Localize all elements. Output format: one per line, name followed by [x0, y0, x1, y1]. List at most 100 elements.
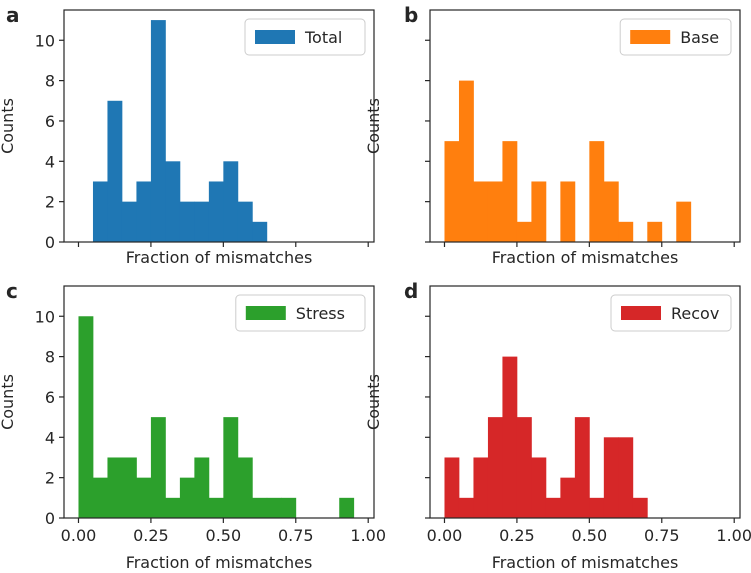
- histogram-bar: [502, 141, 518, 242]
- bars-a: [92, 20, 268, 242]
- y-tick-label: 2: [45, 469, 55, 488]
- x-tick-label: 0.00: [427, 526, 463, 545]
- histogram-bar: [487, 181, 503, 242]
- histogram-bar: [676, 201, 692, 242]
- histogram-bar: [531, 457, 547, 518]
- histogram-bar: [560, 477, 576, 518]
- histogram-bar: [281, 497, 297, 518]
- legend: Recov: [610, 294, 732, 332]
- legend-frame: [610, 294, 732, 332]
- x-tick-label: 0.00: [61, 526, 97, 545]
- histogram-bar: [92, 181, 108, 242]
- panel-letter: a: [6, 3, 20, 27]
- y-tick-label: 2: [45, 193, 55, 212]
- legend-label: Stress: [296, 304, 345, 323]
- histogram-bar: [237, 201, 253, 242]
- y-tick-label: 0: [45, 509, 55, 528]
- axes-frame: [429, 285, 741, 519]
- x-axis-label: Fraction of mismatches: [126, 553, 313, 572]
- histogram-bar: [502, 356, 518, 518]
- histogram-bar: [473, 457, 489, 518]
- bars-c: [78, 316, 355, 518]
- histogram-bar: [136, 181, 152, 242]
- histogram-bar: [252, 497, 268, 518]
- legend-label: Total: [304, 28, 342, 47]
- histogram-bar: [107, 457, 123, 518]
- y-tick-label: 6: [45, 388, 55, 407]
- y-tick-label: 10: [35, 307, 55, 326]
- histogram-bar: [78, 316, 94, 518]
- histogram-bar: [121, 201, 137, 242]
- histogram-bar: [516, 417, 532, 518]
- y-axis-label: Counts: [0, 98, 17, 154]
- histogram-bar: [473, 181, 489, 242]
- histogram-bar: [92, 477, 108, 518]
- histogram-bar: [252, 221, 268, 242]
- x-tick-label: 0.50: [572, 526, 608, 545]
- x-tick-label: 0.25: [133, 526, 169, 545]
- panel-letter: d: [404, 279, 418, 303]
- bars-d: [444, 356, 648, 518]
- legend: Total: [244, 18, 366, 56]
- histogram-bar: [150, 417, 166, 518]
- histogram-bar: [194, 201, 210, 242]
- legend-swatch: [255, 30, 295, 44]
- legend-frame: [619, 18, 732, 56]
- histogram-bar: [223, 417, 239, 518]
- panel-letter: c: [6, 279, 18, 303]
- x-tick-label: 0.25: [499, 526, 535, 545]
- histogram-bar: [618, 221, 634, 242]
- histogram-bar: [208, 181, 224, 242]
- x-axis-label: Fraction of mismatches: [492, 248, 679, 267]
- histogram-bar: [574, 417, 590, 518]
- histogram-bar: [603, 437, 619, 518]
- legend-swatch: [245, 306, 286, 320]
- panel-d: d 0.00 0.25 0.50 0.75 1.00 Fraction of mismatc…: [364, 279, 751, 572]
- y-tick-label: 8: [45, 72, 55, 91]
- histogram-bar: [516, 221, 532, 242]
- y-tick-label: 0: [45, 233, 55, 252]
- histogram-bar: [136, 477, 152, 518]
- y-axis-label: Counts: [364, 98, 383, 154]
- y-tick-label: 4: [45, 152, 55, 171]
- legend-swatch: [621, 306, 661, 320]
- axes-frame: [63, 285, 375, 519]
- histogram-bar: [266, 497, 282, 518]
- histogram-bar: [194, 457, 210, 518]
- y-axis-label: Counts: [364, 374, 383, 430]
- histogram-bar: [560, 181, 576, 242]
- histogram-bar: [458, 497, 474, 518]
- x-axis-label: Fraction of mismatches: [492, 553, 679, 572]
- legend: Stress: [235, 294, 366, 332]
- histogram-bar: [165, 161, 181, 242]
- x-tick-label: 0.50: [206, 526, 242, 545]
- histogram-bar: [647, 221, 663, 242]
- legend-frame: [235, 294, 366, 332]
- panel-c: c 0.00 0.25 0.50 0.75 1.00 0 2 4 6 8 10 Fraction of …: [0, 279, 386, 572]
- legend-swatch: [630, 30, 671, 44]
- histogram-bar: [589, 141, 605, 242]
- histogram-bar: [150, 20, 166, 242]
- legend: Base: [619, 18, 732, 56]
- axes-frame: [63, 9, 375, 243]
- histogram-bar: [179, 477, 195, 518]
- histogram-bar: [121, 457, 137, 518]
- histogram-bar: [458, 80, 474, 242]
- histogram-bar: [589, 497, 605, 518]
- histogram-bar: [632, 497, 648, 518]
- bars-b: [444, 80, 692, 242]
- histogram-bar: [339, 497, 355, 518]
- histogram-bar: [223, 161, 239, 242]
- y-tick-label: 10: [35, 31, 55, 50]
- x-axis-label: Fraction of mismatches: [126, 248, 313, 267]
- histogram-bar: [208, 497, 224, 518]
- y-tick-label: 6: [45, 112, 55, 131]
- axes-frame: [429, 9, 741, 243]
- histogram-bar: [531, 181, 547, 242]
- x-tick-label: 1.00: [716, 526, 751, 545]
- x-tick-label: 0.75: [644, 526, 680, 545]
- y-tick-label: 4: [45, 428, 55, 447]
- histogram-bar: [444, 141, 460, 242]
- histogram-bar: [603, 181, 619, 242]
